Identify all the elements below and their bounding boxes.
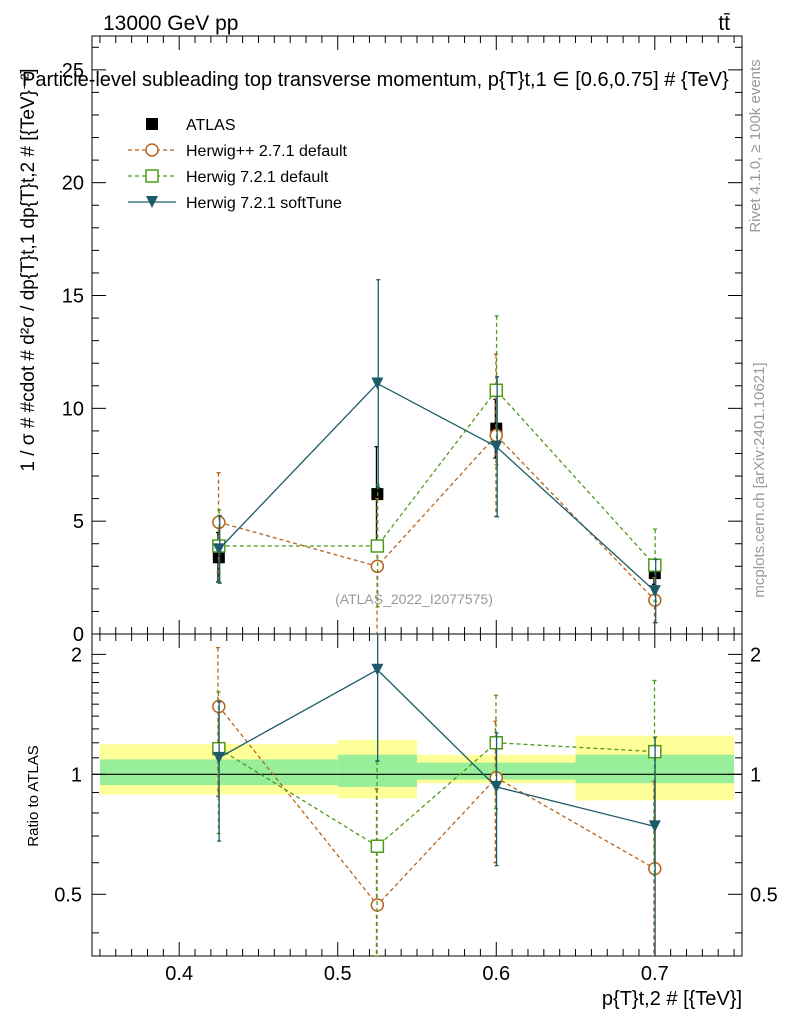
main-point-herwig-7-2-1-softtune: [648, 585, 661, 598]
main-series-atlas: [212, 398, 661, 586]
ratio-ytick-label: 2: [71, 644, 82, 666]
main-point-herwig-7-2-1-default: [370, 539, 385, 553]
main-ytick-label: 5: [73, 511, 84, 533]
main-series-layer: [212, 279, 662, 635]
ratio-series-herwig-7-2-1-softtune: [212, 633, 661, 957]
ratio-point-herwig-7-2-1-softtune: [490, 780, 503, 793]
ratio-point-herwig-7-2-1-softtune: [371, 663, 384, 676]
ratio-line-herwig-7-2-1-softtune: [218, 668, 655, 828]
rivet-version-label: Rivet 4.1.0, ≥ 100k events: [747, 59, 764, 232]
legend: ATLAS Herwig++ 2.7.1 default Herwig 7.2.1 …: [128, 117, 348, 212]
main-axis-ticks: 0 5 10 15 20 25: [62, 36, 742, 646]
main-series-herwig-7-2-1-default: [212, 315, 662, 608]
ratio-series-herwig-2-7-1-default: [212, 646, 662, 957]
analysis-id-label: (ATLAS_2022_I2077575): [335, 591, 493, 607]
ratio-reference-bands: [99, 735, 735, 801]
main-point-herwig-7-2-1-default: [648, 558, 662, 572]
main-ytick-label: 20: [62, 173, 84, 195]
legend-label: ATLAS: [186, 117, 236, 134]
main-point-herwig-7-2-1-softtune: [212, 543, 225, 556]
ratio-point-herwig-7-2-1-softtune: [212, 751, 225, 764]
main-y-axis-label: 1 / σ # #cdot # d²σ / dp{T}t,1 dp{T}t,2 …: [18, 68, 39, 471]
main-series-herwig-7-2-1-softtune: [212, 279, 661, 624]
main-point-herwig-2-7-1-default: [212, 515, 226, 530]
main-ytick-label: 25: [62, 60, 84, 82]
main-line-herwig-7-2-1-softtune: [218, 382, 656, 592]
mcplots-label: mcplots.cern.ch [arXiv:2401.10621]: [751, 362, 768, 597]
legend-marker: [145, 143, 159, 157]
legend-entry-atlas: ATLAS: [146, 117, 236, 134]
ratio-point-herwig-7-2-1-softtune: [648, 820, 661, 833]
legend-entry-herwig-2-7-1-default: Herwig++ 2.7.1 default: [128, 143, 348, 160]
main-ytick-label: 10: [62, 398, 84, 420]
ratio-line-herwig-7-2-1-default: [218, 742, 655, 848]
main-title-text: Particle-level subleading top transverse…: [22, 69, 729, 91]
ratio-ytick-label-right: 1: [750, 764, 761, 786]
xtick-label: 0.5: [324, 963, 352, 985]
legend-marker: [146, 118, 158, 130]
xtick-label: 0.7: [641, 963, 669, 985]
main-ytick-label: 15: [62, 286, 84, 308]
legend-label: Herwig 7.2.1 default: [186, 169, 329, 186]
legend-marker: [145, 169, 159, 183]
ratio-ytick-label: 1: [71, 764, 82, 786]
legend-entry-herwig-7-2-1-default: Herwig 7.2.1 default: [128, 169, 329, 186]
xtick-label: 0.6: [482, 963, 510, 985]
main-line-herwig-2-7-1-default: [218, 434, 656, 601]
main-title: Particle-level subleading top transverse…: [22, 69, 729, 91]
main-point-herwig-7-2-1-softtune: [371, 377, 384, 390]
legend-marker: [146, 196, 158, 208]
legend-entry-herwig-7-2-1-softtune: Herwig 7.2.1 softTune: [128, 195, 342, 212]
ratio-series-layer: [212, 633, 662, 957]
x-axis-label: p{T}t,2 # [{TeV}]: [602, 988, 742, 1010]
main-point-herwig-7-2-1-default: [489, 383, 504, 398]
ratio-axis-ticks: 0.5 0.5 1 1 2 2 0.4 0.5 0.6 0.7: [54, 634, 778, 985]
energy-label: 13000 GeV pp: [103, 12, 238, 35]
main-ytick-label: 0: [73, 624, 84, 646]
process-label: tt̄: [718, 12, 730, 35]
legend-label: Herwig 7.2.1 softTune: [186, 195, 342, 212]
main-series-herwig-2-7-1-default: [212, 353, 662, 635]
ratio-ytick-label: 0.5: [54, 884, 82, 906]
xtick-label: 0.4: [165, 963, 193, 985]
main-line-herwig-7-2-1-default: [218, 389, 656, 566]
ratio-ytick-label-right: 2: [750, 644, 761, 666]
legend-label: Herwig++ 2.7.1 default: [186, 143, 348, 160]
ratio-line-herwig-2-7-1-default: [218, 706, 656, 906]
ratio-ytick-label-right: 0.5: [750, 884, 778, 906]
ratio-y-axis-label: Ratio to ATLAS: [25, 745, 42, 846]
main-point-herwig-7-2-1-softtune: [490, 440, 503, 453]
ratio-series-herwig-7-2-1-default: [212, 679, 662, 957]
ratio-point-herwig-7-2-1-default: [370, 839, 385, 853]
